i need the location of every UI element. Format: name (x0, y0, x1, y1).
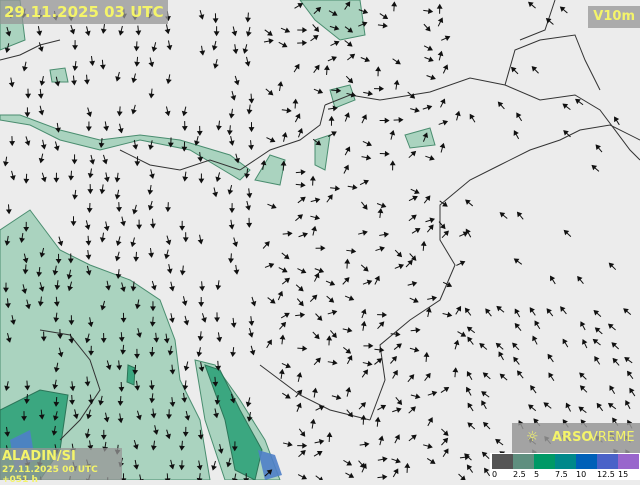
brand-bold: ARSO (552, 430, 593, 445)
brand-light: VREME (589, 430, 635, 445)
legend-tick: 15 (618, 470, 628, 479)
variable-label: V10m (588, 6, 640, 28)
legend-swatch (597, 454, 618, 469)
legend-tick: 12.5 (597, 470, 615, 479)
model-run: 27.11.2025 00 UTC +051 h (2, 465, 122, 485)
legend-swatch (534, 454, 555, 469)
arso-vreme-logo: ☼ ARSO VREME (512, 423, 640, 453)
legend-swatch (513, 454, 534, 469)
legend-tick: 5 (534, 470, 539, 479)
legend-tick: 7.5 (555, 470, 568, 479)
legend-swatch (576, 454, 597, 469)
forecast-timestamp: 29.11.2025 03 UTC (0, 0, 168, 24)
model-info: ALADIN/SI 27.11.2025 00 UTC +051 h (0, 448, 122, 480)
legend-swatch (492, 454, 513, 469)
legend-tick: 0 (492, 470, 497, 479)
legend-tick: 10 (576, 470, 586, 479)
sun-icon: ☼ (526, 429, 539, 445)
model-name: ALADIN/SI (2, 449, 76, 464)
legend-tick: 2.5 (513, 470, 526, 479)
legend-swatch (555, 454, 576, 469)
legend-swatch (618, 454, 639, 469)
